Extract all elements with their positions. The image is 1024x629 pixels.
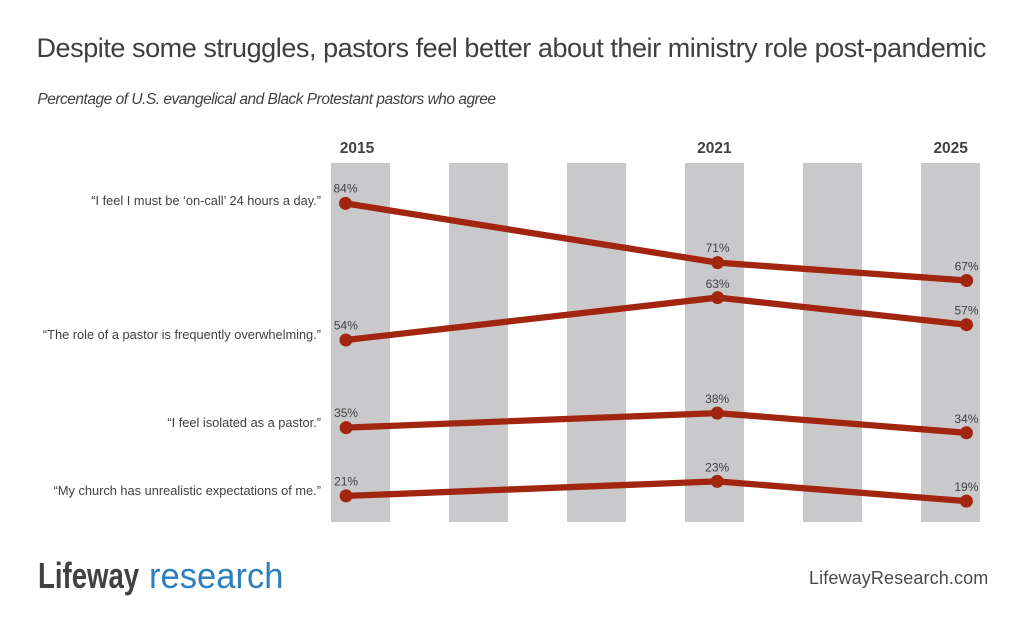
svg-text:63%: 63%	[706, 277, 730, 291]
svg-text:71%: 71%	[706, 241, 730, 255]
svg-text:21%: 21%	[334, 474, 358, 488]
svg-text:54%: 54%	[334, 319, 358, 333]
svg-text:84%: 84%	[333, 181, 357, 195]
svg-text:57%: 57%	[954, 304, 978, 318]
svg-text:35%: 35%	[334, 406, 358, 420]
svg-text:23%: 23%	[705, 460, 729, 474]
svg-text:38%: 38%	[705, 392, 729, 406]
svg-text:34%: 34%	[954, 412, 978, 426]
svg-text:19%: 19%	[954, 480, 978, 494]
svg-text:67%: 67%	[955, 260, 979, 274]
